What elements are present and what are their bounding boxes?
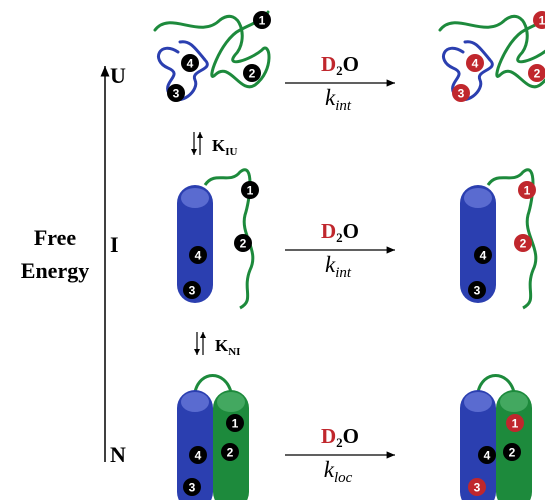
residue-number: 3 — [189, 481, 196, 495]
reagent-part: D — [321, 424, 336, 448]
residue-marker: 2 — [221, 443, 239, 461]
residue-number: 3 — [173, 87, 180, 101]
constant-subscript: NI — [228, 346, 240, 358]
residue-marker: 3 — [167, 84, 185, 102]
residue-marker: 3 — [468, 478, 486, 496]
equilibrium-constant: KIU — [212, 136, 238, 158]
rate-subscript: loc — [334, 470, 353, 486]
constant-symbol: K — [212, 136, 226, 155]
rate-constant: kint — [325, 85, 352, 114]
residue-marker: 3 — [183, 281, 201, 299]
residue-number: 3 — [458, 87, 465, 101]
reagent: D2O — [321, 52, 359, 78]
residue-number: 2 — [227, 446, 234, 460]
state-label: N — [110, 442, 126, 467]
residue-number: 1 — [259, 14, 266, 28]
residue-number: 3 — [474, 284, 481, 298]
residue-marker: 2 — [514, 234, 532, 252]
residue-marker: 4 — [189, 246, 207, 264]
residue-number: 2 — [249, 67, 256, 81]
residue-number: 1 — [247, 184, 254, 198]
residue-marker: 1 — [506, 414, 524, 432]
residue-number: 4 — [187, 57, 194, 71]
residue-number: 1 — [539, 14, 545, 28]
residue-marker: 4 — [466, 54, 484, 72]
rate-constant: kint — [325, 252, 352, 281]
residue-marker: 1 — [253, 11, 271, 29]
residue-number: 4 — [480, 249, 487, 263]
residue-number: 3 — [189, 284, 196, 298]
rate-subscript: int — [335, 98, 352, 114]
diagram: Free Energy U I N — [0, 0, 545, 500]
residue-marker: 1 — [226, 414, 244, 432]
residue-marker: 2 — [234, 234, 252, 252]
residue-number: 4 — [484, 449, 491, 463]
residue-number: 1 — [232, 417, 239, 431]
residue-number: 2 — [520, 237, 527, 251]
residue-marker: 3 — [468, 281, 486, 299]
residue-number: 4 — [195, 249, 202, 263]
residue-marker: 4 — [474, 246, 492, 264]
reagent-part: O — [343, 424, 359, 448]
rate-constant: kloc — [324, 457, 353, 486]
residue-number: 3 — [474, 481, 481, 495]
reagent: D2O — [321, 424, 359, 450]
residue-number: 1 — [512, 417, 519, 431]
residue-marker: 4 — [478, 446, 496, 464]
residue-marker: 4 — [189, 446, 207, 464]
residue-marker: 1 — [518, 181, 536, 199]
reagent-part: O — [343, 52, 359, 76]
residue-marker: 2 — [503, 443, 521, 461]
constant-subscript: IU — [225, 146, 237, 158]
residue-marker: 1 — [241, 181, 259, 199]
reagent-part: D — [321, 219, 336, 243]
residue-number: 4 — [472, 57, 479, 71]
residue-number: 4 — [195, 449, 202, 463]
residue-marker: 2 — [243, 64, 261, 82]
axis-label: Free — [34, 225, 77, 250]
reagent-part: D — [321, 52, 336, 76]
residue-number: 2 — [534, 67, 541, 81]
reagent-part: O — [343, 219, 359, 243]
reagent: D2O — [321, 219, 359, 245]
residue-number: 2 — [240, 237, 247, 251]
residue-marker: 3 — [452, 84, 470, 102]
residue-marker: 2 — [528, 64, 545, 82]
rate-subscript: int — [335, 265, 352, 281]
constant-symbol: K — [215, 336, 229, 355]
residue-number: 2 — [509, 446, 516, 460]
equilibrium-constant: KNI — [215, 336, 240, 358]
residue-number: 1 — [524, 184, 531, 198]
residue-marker: 4 — [181, 54, 199, 72]
state-label: U — [110, 63, 126, 88]
state-label: I — [110, 232, 119, 257]
residue-marker: 3 — [183, 478, 201, 496]
axis-label: Energy — [21, 258, 89, 283]
